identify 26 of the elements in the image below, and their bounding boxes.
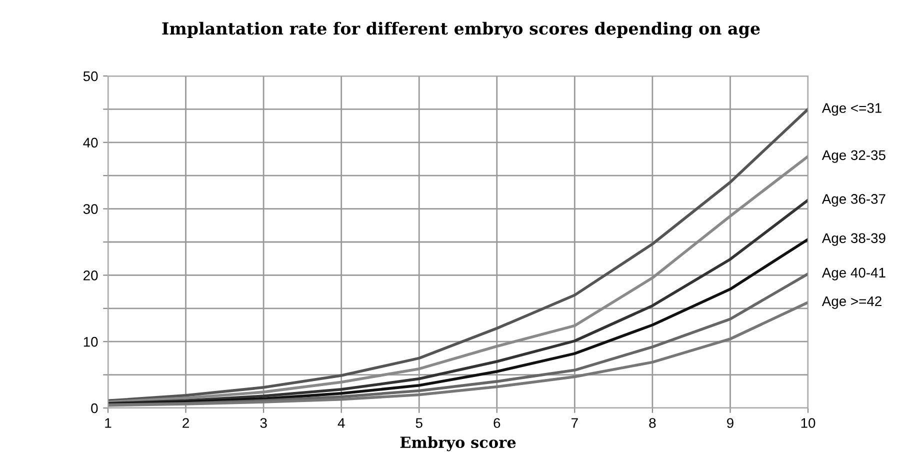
series-label: Age 36-37	[822, 194, 886, 207]
y-tick-label: 0	[91, 403, 98, 414]
series-label: Age 40-41	[822, 268, 886, 280]
y-tick-label: 10	[84, 336, 98, 347]
x-tick-label: 5	[416, 418, 422, 428]
x-tick-label: 2	[182, 418, 189, 428]
x-tick-label: 6	[494, 418, 500, 428]
x-axis-title: Embryo score	[400, 436, 516, 452]
y-tick-label: 40	[83, 138, 98, 148]
series-label: Age <=31	[822, 103, 882, 116]
y-tick-label: 20	[84, 270, 98, 280]
series-label: Age >=42	[822, 296, 882, 309]
line-series	[108, 108, 808, 402]
line-series	[108, 154, 808, 404]
x-tick-label: 10	[801, 418, 816, 428]
y-tick-label: 50	[83, 71, 98, 82]
x-tick-label: 1	[105, 418, 112, 428]
y-tick-label: 30	[83, 204, 98, 214]
series-label: Age 32-35	[822, 150, 886, 163]
x-tick-label: 9	[727, 418, 734, 428]
chart-title: Implantation rate for different embryo scores depending on age	[162, 22, 760, 38]
x-tick-label: 3	[260, 418, 267, 428]
x-tick-label: 8	[649, 418, 656, 428]
series-label: Age 38-39	[822, 233, 886, 246]
x-tick-label: 4	[338, 418, 345, 428]
x-tick-label: 7	[572, 418, 578, 428]
